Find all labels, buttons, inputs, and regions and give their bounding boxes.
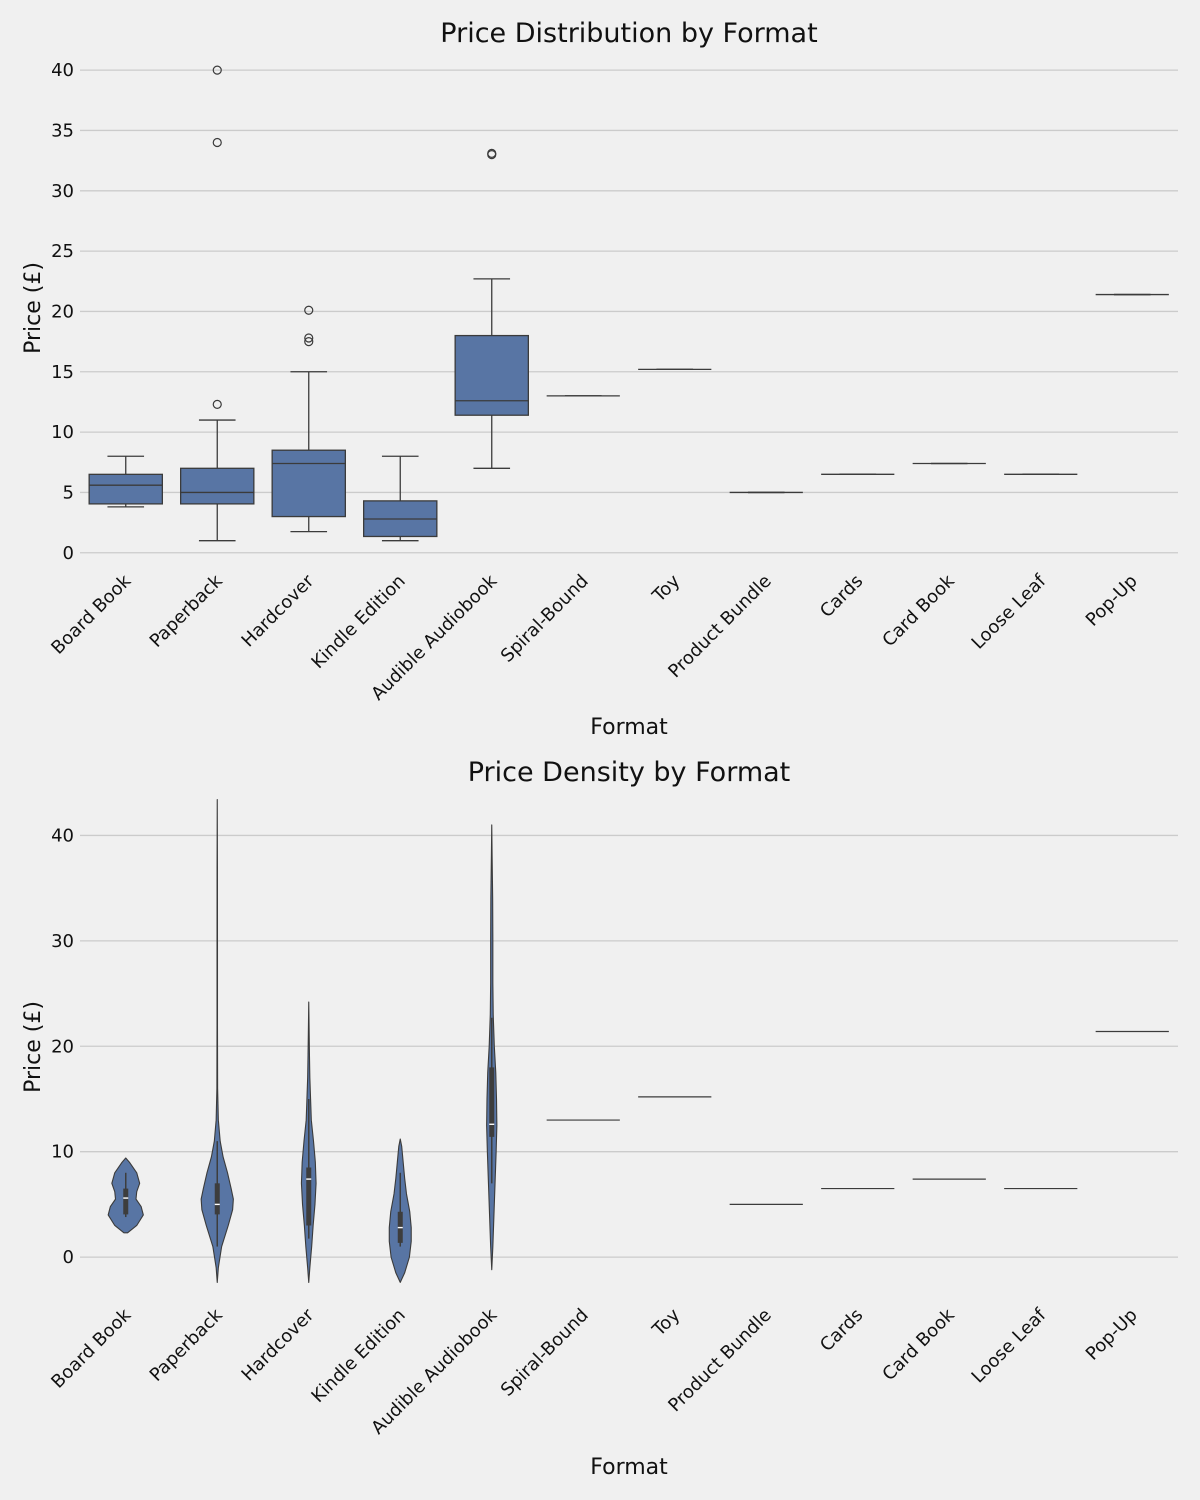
box-plot-y-tick-label: 0 (63, 543, 74, 564)
box-outlier-point (304, 305, 314, 315)
box-outlier-point (212, 65, 222, 75)
violin-plot-y-ticks: 0 10 20 30 40 (51, 825, 74, 1268)
box-body (179, 467, 255, 505)
violin-plot-y-axis-label: Price (£) (21, 1001, 46, 1093)
box-plot-y-tick-label: 10 (51, 422, 74, 443)
box-plot-y-tick-label: 15 (51, 362, 74, 383)
box-plot-y-tick-label: 40 (51, 60, 74, 81)
box-paperback (179, 65, 255, 542)
box-outlier-point (212, 399, 222, 409)
violin-plot-x-axis-label: Format (590, 1455, 668, 1480)
box-outlier-point (487, 148, 497, 158)
box-plot-title: Price Distribution by Format (440, 18, 817, 49)
violin-hardcover (300, 1001, 317, 1283)
box-body (271, 449, 346, 518)
box-plot-gridlines (80, 69, 1178, 554)
violin-board-book (107, 1157, 144, 1234)
box-plot-marks (88, 65, 1169, 542)
box-body (454, 334, 529, 416)
violin-kindle-edition (388, 1138, 412, 1283)
box-plot-x-axis-label: Format (590, 715, 668, 740)
violin-body (200, 799, 234, 1283)
box-plot-y-ticks: 0 5 10 15 20 25 30 35 40 (51, 60, 74, 564)
violin-plot-y-tick-label: 40 (51, 825, 74, 846)
violin-plot-y-tick-label: 30 (51, 931, 74, 952)
box-plot-y-axis-label: Price (£) (21, 262, 46, 354)
box-kindle-edition (362, 455, 438, 542)
violin-plot-title: Price Density by Format (468, 757, 791, 788)
box-plot-y-tick-label: 30 (51, 181, 74, 202)
violin-plot-gridlines (80, 834, 1178, 1258)
violin-audible-audiobook (486, 824, 498, 1271)
box-plot-y-tick-label: 5 (63, 482, 74, 503)
box-board-book (88, 455, 163, 508)
box-hardcover (271, 305, 346, 533)
box-plot-y-tick-label: 35 (51, 120, 74, 141)
violin-plot-y-tick-label: 20 (51, 1036, 74, 1057)
box-outlier-point (212, 137, 222, 148)
violin-paperback (200, 799, 234, 1283)
box-plot-y-tick-label: 20 (51, 301, 74, 322)
box-outlier-point (304, 337, 314, 347)
violin-plot-y-tick-label: 0 (63, 1247, 74, 1268)
box-plot-y-tick-label: 25 (51, 241, 74, 262)
violin-plot-marks (107, 799, 1169, 1283)
violin-plot-y-tick-label: 10 (51, 1142, 74, 1163)
box-outlier-point (304, 333, 314, 343)
box-audible-audiobook (454, 148, 529, 469)
box-body (88, 473, 163, 505)
